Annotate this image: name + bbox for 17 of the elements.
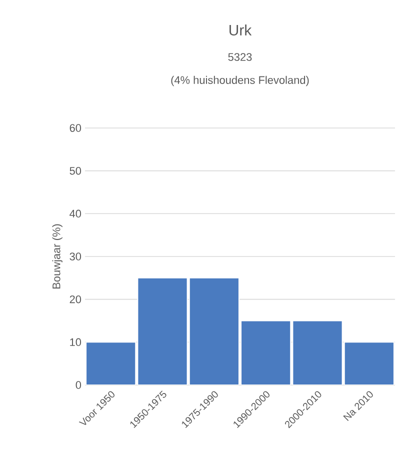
y-tick-label: 20 — [70, 295, 82, 304]
y-tick-label: 0 — [76, 381, 82, 389]
y-tick-label: 50 — [70, 166, 82, 175]
y-tick-label: 40 — [70, 210, 82, 218]
bar — [189, 278, 239, 385]
bar — [344, 342, 394, 385]
bar — [241, 320, 291, 385]
text: (4% huishoudens Flevoland) — [171, 76, 309, 86]
y-axis-title: Bouwjaar (%) — [52, 224, 62, 288]
y-tick-label: 10 — [70, 338, 82, 346]
y-tick-label: 60 — [70, 124, 82, 132]
chart-subtitle: 5323 — [228, 53, 252, 61]
y-tick-label: 30 — [70, 252, 82, 260]
bar — [292, 320, 342, 385]
bar — [138, 278, 188, 385]
chart-title: Urk — [230, 24, 252, 36]
bar — [86, 342, 136, 385]
